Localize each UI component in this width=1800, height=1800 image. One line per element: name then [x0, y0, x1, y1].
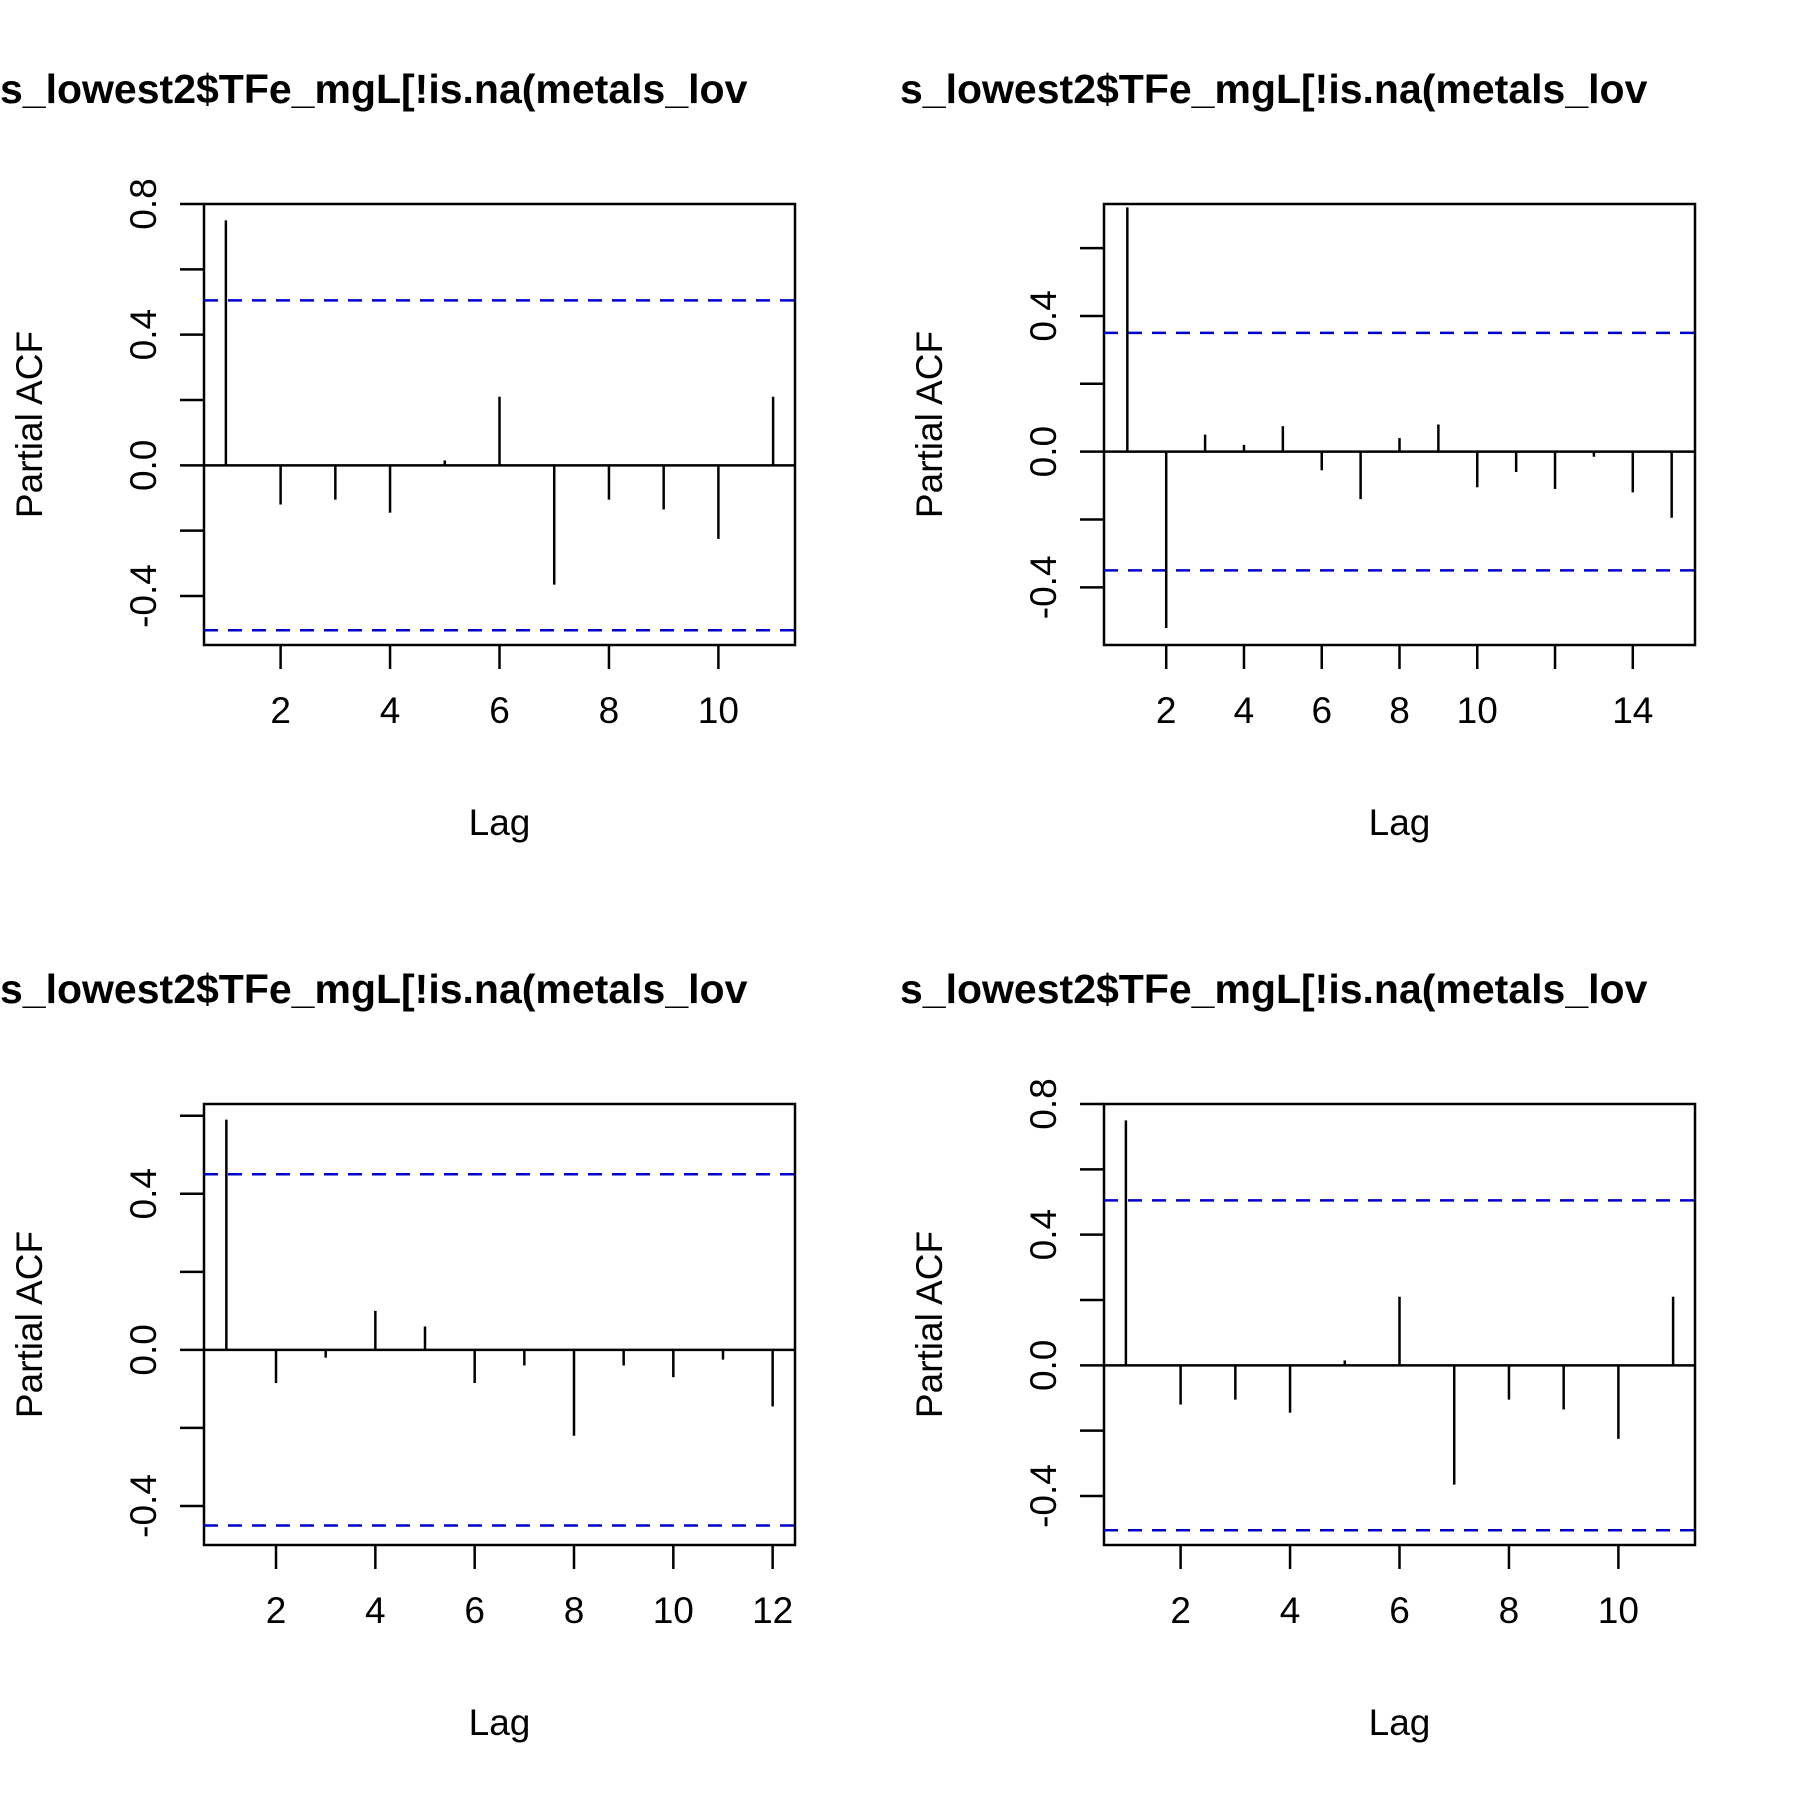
x-tick-label: 8: [1389, 690, 1410, 731]
x-tick-label: 8: [1499, 1590, 1520, 1631]
x-tick-label: 12: [752, 1590, 793, 1631]
y-tick-label: 0.4: [1023, 1209, 1064, 1260]
x-tick-label: 4: [365, 1590, 386, 1631]
x-tick-label: 4: [1234, 690, 1255, 731]
x-tick-label: 8: [564, 1590, 585, 1631]
y-tick-label: 0.0: [1023, 426, 1064, 477]
x-tick-label: 4: [380, 690, 401, 731]
x-axis-label: Lag: [1369, 1702, 1431, 1743]
y-tick-label: 0.4: [123, 309, 164, 360]
x-tick-label: 2: [270, 690, 291, 731]
x-tick-label: 10: [1457, 690, 1498, 731]
x-axis-label: Lag: [469, 802, 531, 843]
y-axis-label: Partial ACF: [909, 1231, 950, 1418]
plot-frame: [1102, 202, 1697, 647]
x-tick-label: 6: [1389, 1590, 1410, 1631]
x-tick-label: 14: [1612, 690, 1653, 731]
x-axis-label: Lag: [1369, 802, 1431, 843]
y-axis-label: Partial ACF: [9, 331, 50, 518]
panel-title: s_lowest2$TFe_mgL[!is.na(metals_lov: [900, 966, 1648, 1012]
y-tick-label: -0.4: [1023, 555, 1064, 619]
panel-title: s_lowest2$TFe_mgL[!is.na(metals_lov: [0, 66, 748, 112]
x-tick-label: 2: [1156, 690, 1177, 731]
x-tick-label: 10: [653, 1590, 694, 1631]
pacf-panel-top-right: s_lowest2$TFe_mgL[!is.na(metals_lov Lag …: [900, 66, 1697, 843]
y-tick-label: -0.4: [123, 1474, 164, 1538]
y-tick-label: 0.0: [123, 1324, 164, 1375]
y-tick-label: -0.4: [123, 564, 164, 628]
x-axis-label: Lag: [469, 1702, 531, 1743]
y-tick-label: 0.4: [123, 1168, 164, 1219]
y-tick-label: 0.4: [1023, 290, 1064, 341]
x-tick-label: 10: [698, 690, 739, 731]
x-tick-label: 10: [1598, 1590, 1639, 1631]
x-tick-label: 4: [1280, 1590, 1301, 1631]
x-tick-label: 2: [266, 1590, 287, 1631]
y-tick-label: 0.8: [123, 178, 164, 229]
y-axis-label: Partial ACF: [909, 331, 950, 518]
y-tick-label: -0.4: [1023, 1464, 1064, 1528]
plot-frame: [202, 1102, 797, 1547]
pacf-panel-bottom-right: s_lowest2$TFe_mgL[!is.na(metals_lov Lag …: [900, 966, 1697, 1743]
y-tick-label: 0.8: [1023, 1078, 1064, 1129]
panel-title: s_lowest2$TFe_mgL[!is.na(metals_lov: [0, 966, 748, 1012]
y-axis-label: Partial ACF: [9, 1231, 50, 1418]
x-tick-label: 6: [1311, 690, 1332, 731]
x-tick-label: 6: [464, 1590, 485, 1631]
pacf-panel-bottom-left: s_lowest2$TFe_mgL[!is.na(metals_lov Lag …: [0, 966, 797, 1743]
y-tick-label: 0.0: [1023, 1340, 1064, 1391]
x-tick-label: 2: [1170, 1590, 1191, 1631]
x-tick-label: 8: [599, 690, 620, 731]
panel-title: s_lowest2$TFe_mgL[!is.na(metals_lov: [900, 66, 1648, 112]
x-tick-label: 6: [489, 690, 510, 731]
pacf-panel-top-left: s_lowest2$TFe_mgL[!is.na(metals_lov Lag …: [0, 66, 797, 843]
y-tick-label: 0.0: [123, 440, 164, 491]
